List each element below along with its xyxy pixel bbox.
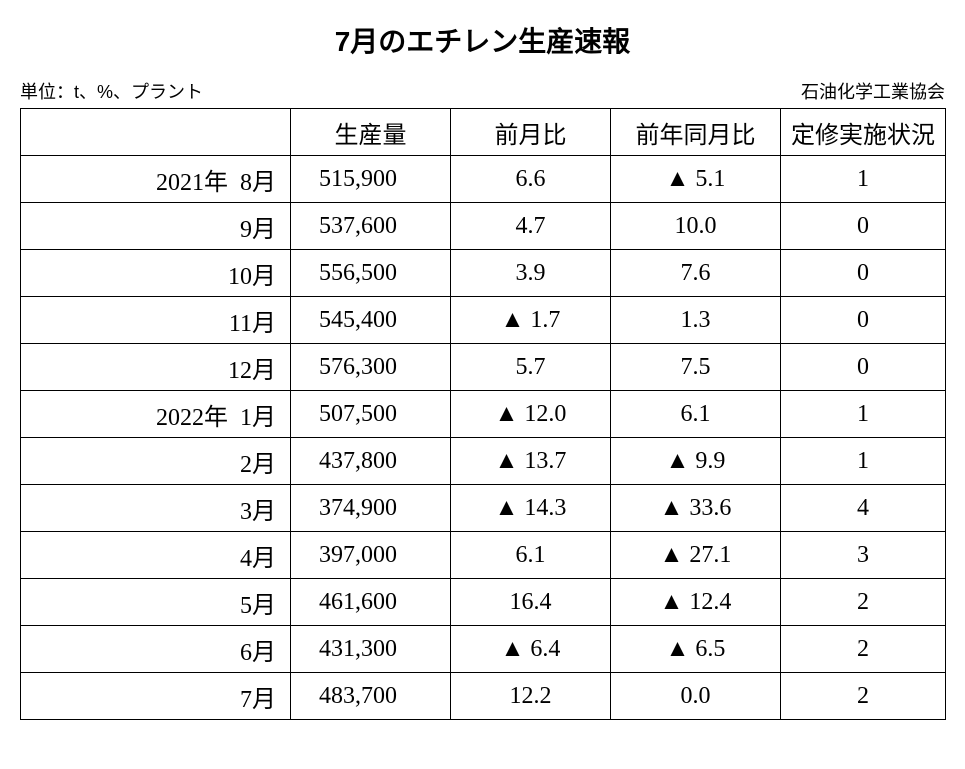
cell-maint: 2 [781, 626, 946, 673]
cell-period: 2022年 1月 [21, 391, 291, 438]
cell-maint: 0 [781, 344, 946, 391]
cell-mom: 12.2 [451, 673, 611, 720]
cell-yoy: 7.5 [611, 344, 781, 391]
cell-yoy: 1.3 [611, 297, 781, 344]
cell-mom: ▲ 6.4 [451, 626, 611, 673]
cell-period: 3月 [21, 485, 291, 532]
cell-period: 4月 [21, 532, 291, 579]
cell-period: 12月 [21, 344, 291, 391]
cell-mom: ▲ 12.0 [451, 391, 611, 438]
cell-production: 431,300 [291, 626, 451, 673]
table-row: 9月537,6004.710.00 [21, 203, 946, 250]
table-row: 4月397,0006.1▲ 27.13 [21, 532, 946, 579]
cell-mom: ▲ 1.7 [451, 297, 611, 344]
col-mom: 前月比 [451, 109, 611, 156]
cell-period: 9月 [21, 203, 291, 250]
cell-period: 10月 [21, 250, 291, 297]
cell-production: 507,500 [291, 391, 451, 438]
cell-production: 537,600 [291, 203, 451, 250]
cell-mom: 6.1 [451, 532, 611, 579]
cell-production: 576,300 [291, 344, 451, 391]
cell-maint: 2 [781, 579, 946, 626]
cell-maint: 0 [781, 203, 946, 250]
cell-period: 7月 [21, 673, 291, 720]
cell-yoy: ▲ 6.5 [611, 626, 781, 673]
cell-production: 461,600 [291, 579, 451, 626]
cell-maint: 1 [781, 156, 946, 203]
col-production: 生産量 [291, 109, 451, 156]
cell-maint: 2 [781, 673, 946, 720]
table-header-row: 生産量 前月比 前年同月比 定修実施状況 [21, 109, 946, 156]
cell-mom: 16.4 [451, 579, 611, 626]
cell-production: 545,400 [291, 297, 451, 344]
table-row: 5月461,60016.4▲ 12.42 [21, 579, 946, 626]
cell-period: 2021年 8月 [21, 156, 291, 203]
cell-mom: 6.6 [451, 156, 611, 203]
cell-yoy: ▲ 5.1 [611, 156, 781, 203]
cell-mom: 3.9 [451, 250, 611, 297]
cell-period: 5月 [21, 579, 291, 626]
cell-production: 397,000 [291, 532, 451, 579]
cell-period: 11月 [21, 297, 291, 344]
cell-mom: ▲ 14.3 [451, 485, 611, 532]
cell-yoy: 0.0 [611, 673, 781, 720]
cell-maint: 0 [781, 250, 946, 297]
cell-maint: 4 [781, 485, 946, 532]
table-row: 10月556,5003.97.60 [21, 250, 946, 297]
cell-mom: 5.7 [451, 344, 611, 391]
cell-production: 374,900 [291, 485, 451, 532]
page-title: 7月のエチレン生産速報 [20, 20, 945, 60]
table-row: 2022年 1月507,500▲ 12.06.11 [21, 391, 946, 438]
cell-production: 515,900 [291, 156, 451, 203]
unit-note: 単位：t、%、プラント [20, 78, 203, 104]
table-row: 2021年 8月515,9006.6▲ 5.11 [21, 156, 946, 203]
table-row: 7月483,70012.20.02 [21, 673, 946, 720]
cell-maint: 0 [781, 297, 946, 344]
cell-yoy: ▲ 27.1 [611, 532, 781, 579]
col-maint: 定修実施状況 [781, 109, 946, 156]
cell-mom: ▲ 13.7 [451, 438, 611, 485]
cell-yoy: 7.6 [611, 250, 781, 297]
cell-production: 437,800 [291, 438, 451, 485]
table-row: 11月545,400▲ 1.71.30 [21, 297, 946, 344]
cell-production: 483,700 [291, 673, 451, 720]
cell-maint: 3 [781, 532, 946, 579]
col-period [21, 109, 291, 156]
table-row: 2月437,800▲ 13.7▲ 9.91 [21, 438, 946, 485]
ethylene-production-table: 生産量 前月比 前年同月比 定修実施状況 2021年 8月515,9006.6▲… [20, 108, 946, 720]
cell-yoy: 10.0 [611, 203, 781, 250]
source-label: 石油化学工業協会 [801, 78, 945, 104]
cell-mom: 4.7 [451, 203, 611, 250]
cell-yoy: ▲ 12.4 [611, 579, 781, 626]
table-row: 12月576,3005.77.50 [21, 344, 946, 391]
cell-maint: 1 [781, 438, 946, 485]
cell-period: 2月 [21, 438, 291, 485]
table-row: 6月431,300▲ 6.4▲ 6.52 [21, 626, 946, 673]
table-row: 3月374,900▲ 14.3▲ 33.64 [21, 485, 946, 532]
cell-yoy: ▲ 33.6 [611, 485, 781, 532]
col-yoy: 前年同月比 [611, 109, 781, 156]
cell-yoy: ▲ 9.9 [611, 438, 781, 485]
cell-production: 556,500 [291, 250, 451, 297]
cell-yoy: 6.1 [611, 391, 781, 438]
cell-maint: 1 [781, 391, 946, 438]
cell-period: 6月 [21, 626, 291, 673]
